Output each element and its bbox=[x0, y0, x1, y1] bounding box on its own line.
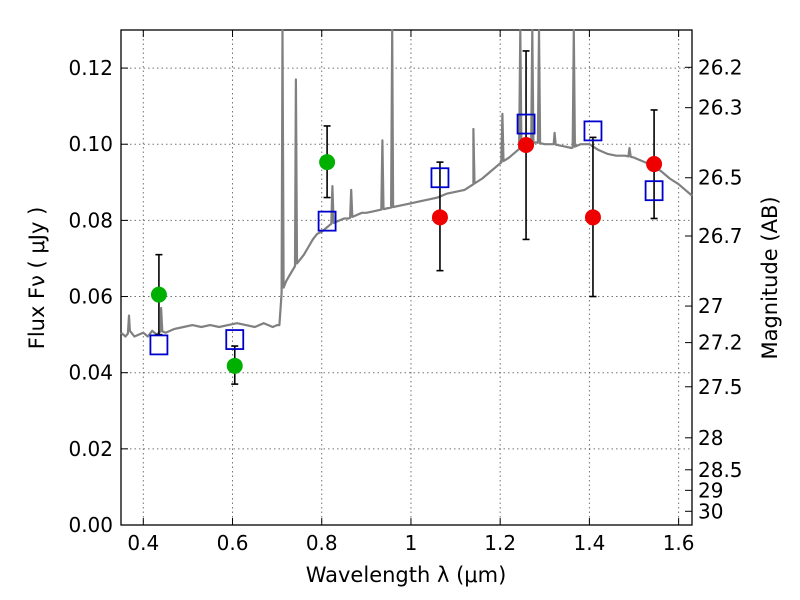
green-data-point bbox=[150, 286, 167, 303]
y-tick-label: 0.02 bbox=[68, 437, 113, 461]
y-tick-label: 0.08 bbox=[68, 208, 113, 232]
green-data-point bbox=[319, 154, 336, 171]
red-data-point bbox=[518, 136, 535, 153]
magnitude-tick-label: 26.2 bbox=[698, 55, 743, 79]
model-square-marker bbox=[516, 113, 536, 135]
x-tick-label: 1.6 bbox=[663, 531, 695, 555]
magnitude-tick-label: 27.2 bbox=[698, 331, 743, 355]
x-tick-label: 0.8 bbox=[306, 531, 338, 555]
magnitude-tick-label: 26.5 bbox=[698, 166, 743, 190]
spectrum-line bbox=[120, 28, 693, 338]
y-tick-label: 0.06 bbox=[68, 285, 113, 309]
red-data-point bbox=[646, 156, 663, 173]
x-tick-label: 0.6 bbox=[217, 531, 249, 555]
magnitude-tick-label: 27.5 bbox=[698, 375, 743, 399]
ticks-layer: 0.4 0.6 0.8 1 1.2 1.4 1.6 0.00 0.02 0.04 0.06 0.08 0… bbox=[68, 30, 743, 555]
red-data-point bbox=[584, 209, 601, 226]
y-tick-label: 0.00 bbox=[68, 513, 113, 537]
spectrum-layer bbox=[120, 28, 693, 338]
magnitude-tick-label: 29 bbox=[698, 478, 723, 502]
magnitude-tick-label: 27 bbox=[698, 294, 723, 318]
magnitude-tick-label: 26.3 bbox=[698, 96, 743, 120]
plot-frame bbox=[120, 29, 693, 526]
grid-layer bbox=[121, 30, 692, 526]
y-tick-label: 0.04 bbox=[68, 361, 113, 385]
x-tick-label: 1 bbox=[405, 531, 418, 555]
y-tick-label: 0.10 bbox=[68, 132, 113, 156]
model-square-marker bbox=[583, 120, 603, 142]
x-tick-label: 1.4 bbox=[573, 531, 605, 555]
green-data-point bbox=[226, 357, 243, 374]
magnitude-tick-label: 28 bbox=[698, 426, 723, 450]
model-square-marker bbox=[644, 180, 664, 202]
y-axis-label: Flux Fν ( μJy ) bbox=[25, 207, 49, 350]
right-y-axis-label: Magnitude (AB) bbox=[758, 196, 782, 359]
magnitude-tick-label: 28.5 bbox=[698, 458, 743, 482]
plot-area bbox=[120, 29, 693, 526]
x-tick-label: 0.4 bbox=[127, 531, 159, 555]
model-square-marker bbox=[149, 334, 169, 356]
model-square-marker bbox=[430, 167, 450, 189]
model-square-marker bbox=[317, 210, 337, 232]
red-data-point bbox=[431, 209, 448, 226]
y-tick-label: 0.12 bbox=[68, 56, 113, 80]
x-tick-label: 1.2 bbox=[484, 531, 516, 555]
magnitude-tick-label: 30 bbox=[698, 499, 723, 523]
model-square-marker bbox=[225, 329, 245, 350]
x-axis-label: Wavelength λ (μm) bbox=[306, 563, 507, 587]
data-points-layer bbox=[149, 50, 664, 385]
magnitude-tick-label: 26.7 bbox=[698, 224, 743, 248]
